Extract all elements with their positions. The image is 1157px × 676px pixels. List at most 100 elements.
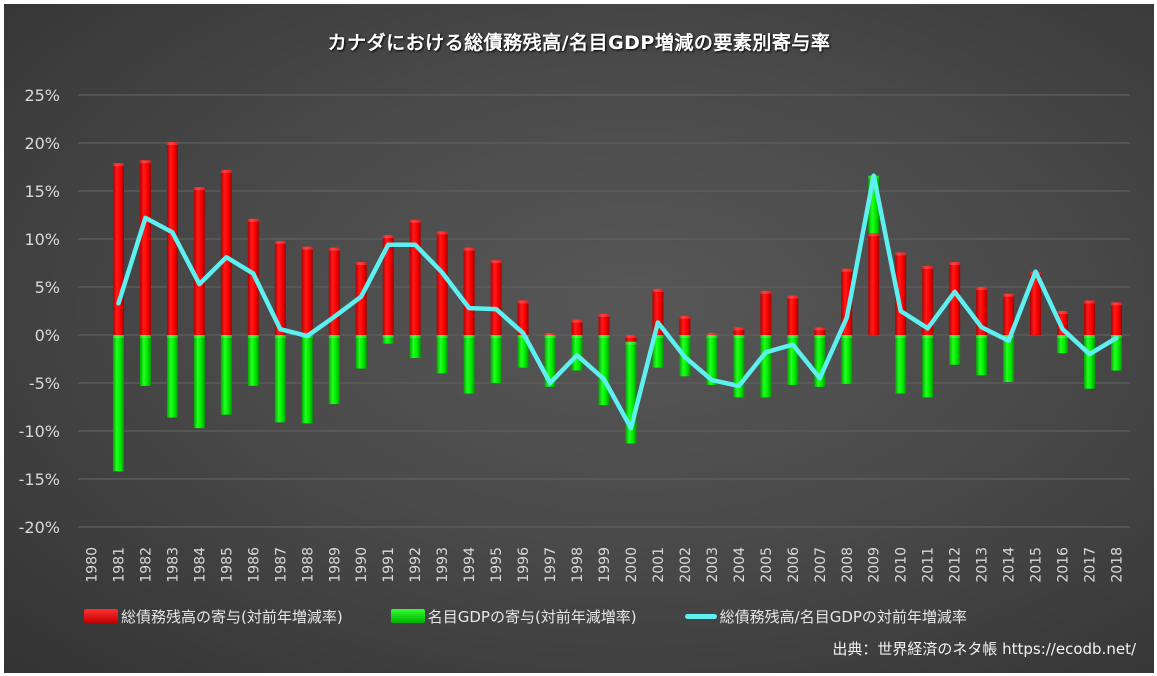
- y-tick-label: -15%: [19, 470, 60, 489]
- bar-debt-highlight: [895, 252, 907, 256]
- x-tick-label: 2007: [813, 547, 829, 583]
- bar-debt: [868, 233, 880, 335]
- bar-gdp-highlight: [382, 335, 394, 338]
- bar-gdp: [382, 335, 394, 344]
- ratio-line-path: [116, 173, 1119, 431]
- bar-debt-highlight: [868, 233, 880, 237]
- bar-debt-highlight: [112, 163, 124, 167]
- bar-debt-highlight: [922, 265, 934, 269]
- bar-gdp-highlight: [895, 335, 907, 338]
- y-tick-label: 20%: [24, 134, 60, 153]
- bar-debt: [274, 240, 286, 335]
- bar-debt-highlight: [247, 218, 259, 222]
- bar-gdp: [652, 335, 664, 368]
- bar-gdp-highlight: [247, 335, 259, 338]
- x-tick-label: 1992: [408, 547, 424, 583]
- bar-gdp-highlight: [139, 335, 151, 338]
- bar-gdp: [544, 335, 556, 387]
- bar-gdp: [841, 335, 853, 384]
- bar-gdp: [1084, 335, 1096, 389]
- bar-debt: [544, 333, 556, 335]
- x-tick-label: 1980: [84, 547, 100, 583]
- bar-debt: [166, 142, 178, 335]
- x-tick-label: 2003: [705, 547, 721, 583]
- bar-debt-highlight: [949, 262, 961, 266]
- x-tick-label: 1995: [489, 547, 505, 583]
- bar-debt-highlight: [328, 247, 340, 251]
- bar-gdp-highlight: [544, 335, 556, 338]
- legend-label-ratio: 総債務残高/名目GDPの対前年増減率: [719, 607, 967, 626]
- x-tick-label: 1993: [435, 547, 451, 583]
- x-tick-label: 1991: [381, 547, 397, 583]
- x-tick-label: 2000: [624, 547, 640, 583]
- bar-gdp: [787, 335, 799, 385]
- bar-debt-highlight: [409, 219, 421, 223]
- bar-debt-highlight: [652, 288, 664, 292]
- bar-debt-highlight: [220, 169, 232, 173]
- legend-swatch-red-icon: [84, 609, 118, 623]
- legend-item-debt: 総債務残高の寄与(対前年増減率): [84, 606, 343, 627]
- bar-gdp-highlight: [355, 335, 367, 338]
- bar-debt-highlight: [598, 313, 610, 317]
- bar-debt: [112, 163, 124, 335]
- bar-gdp-highlight: [436, 335, 448, 338]
- legend-swatch-green-icon: [390, 609, 425, 623]
- bar-debt: [760, 290, 772, 335]
- ratio-line: [116, 173, 1119, 431]
- plot-area: 25% 20% 15% 10% 5% 0% -5% -10% -15% -20% 1980 1981…: [19, 86, 1130, 583]
- bar-gdp-highlight: [949, 335, 961, 338]
- bar-gdp: [922, 335, 934, 398]
- bar-debt-highlight: [625, 335, 637, 338]
- x-tick-label: 2001: [651, 547, 667, 583]
- chart-frame: カナダにおける総債務残高/名目GDP増減の要素別寄与率 25% 20% 15% 10%…: [4, 4, 1154, 673]
- bar-gdp: [625, 341, 637, 444]
- x-tick-label: 2016: [1056, 547, 1072, 583]
- x-tick-label: 1987: [273, 547, 289, 583]
- x-tick-label: 2012: [948, 547, 964, 583]
- bar-debt: [1111, 302, 1123, 335]
- bar-gdp: [139, 335, 151, 386]
- bar-debt: [652, 288, 664, 335]
- bar-gdp: [409, 335, 421, 359]
- bar-gdp-highlight: [787, 335, 799, 338]
- bar-gdp: [571, 335, 583, 371]
- y-tick-label: 15%: [24, 182, 60, 201]
- bar-debt: [409, 219, 421, 335]
- bar-debt-highlight: [544, 333, 556, 335]
- bar-gdp-highlight: [1057, 335, 1069, 338]
- bar-debt: [571, 319, 583, 335]
- legend-label-gdp: 名目GDPの寄与(対前年減増率): [427, 607, 637, 626]
- bar-debt-highlight: [1057, 311, 1069, 314]
- bar-debt-highlight: [517, 300, 529, 304]
- bar-debt: [679, 315, 691, 335]
- x-tick-label: 1988: [300, 547, 316, 583]
- x-tick-label: 2008: [840, 547, 856, 583]
- bar-gdp: [706, 335, 718, 385]
- bar-gdp: [598, 335, 610, 406]
- x-tick-label: 1997: [543, 547, 559, 583]
- x-tick-label: 1999: [597, 547, 613, 583]
- x-tick-label: 2018: [1110, 547, 1126, 583]
- bar-gdp: [760, 335, 772, 398]
- bar-gdp: [220, 335, 232, 415]
- bar-gdp-highlight: [166, 335, 178, 338]
- bar-gdp-highlight: [220, 335, 232, 338]
- bar-debt: [787, 295, 799, 335]
- bar-debt-highlight: [193, 187, 205, 191]
- bar-debt: [625, 335, 637, 342]
- chart-title: カナダにおける総債務残高/名目GDP増減の要素別寄与率: [327, 32, 831, 54]
- bar-debt-highlight: [382, 235, 394, 239]
- bar-debt-highlight: [139, 160, 151, 164]
- x-tick-label: 1982: [138, 547, 154, 583]
- bar-debt-highlight: [301, 246, 313, 250]
- bar-gdp-highlight: [733, 335, 745, 338]
- y-axis-labels: 25% 20% 15% 10% 5% 0% -5% -10% -15% -20%: [19, 86, 60, 537]
- x-tick-label: 1985: [219, 547, 235, 583]
- bar-gdp-highlight: [490, 335, 502, 338]
- bar-gdp: [247, 335, 259, 386]
- bar-gdp: [733, 335, 745, 398]
- bar-debt-highlight: [1084, 300, 1096, 304]
- x-tick-label: 2005: [759, 547, 775, 583]
- bar-gdp-highlight: [409, 335, 421, 338]
- bar-gdp-highlight: [652, 335, 664, 338]
